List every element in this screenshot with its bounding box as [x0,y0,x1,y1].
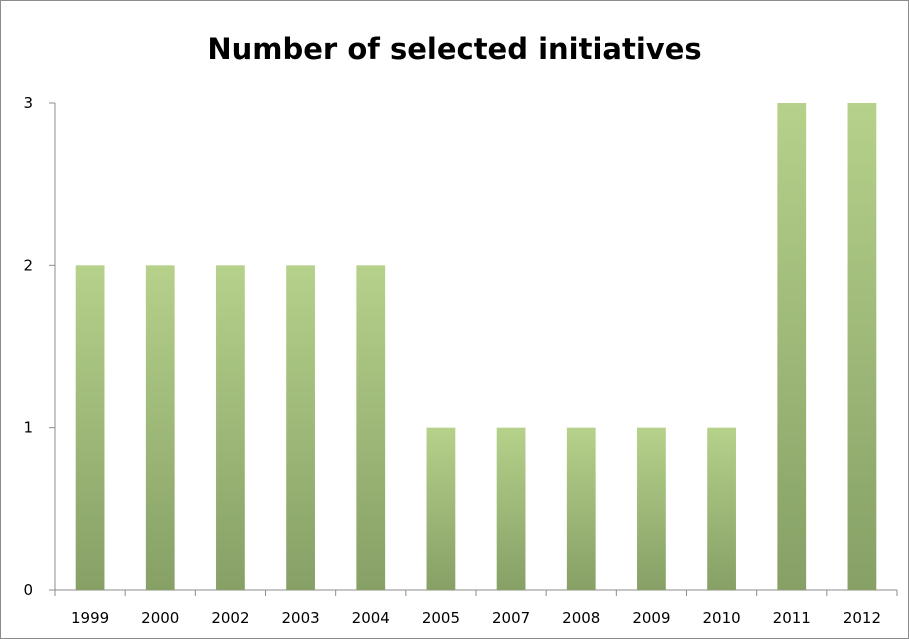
axes [49,102,898,596]
bar [75,265,105,590]
bar [777,103,807,590]
x-tick-label: 2012 [843,609,881,627]
y-tick-label: 0 [23,581,33,599]
x-tick-label: 2002 [211,609,249,627]
y-tick-label: 3 [23,94,33,112]
x-tick-label: 2008 [562,609,600,627]
bar [566,427,596,590]
x-tick-labels: 1999 2000 2002 2003 2004 2005 2007 2008 2009 2010… [71,609,881,627]
x-tick-label: 1999 [71,609,109,627]
x-tick-label: 2005 [422,609,460,627]
chart-title: Number of selected initiatives [207,32,702,66]
x-tick-label: 2010 [702,609,740,627]
bar [426,427,456,590]
x-tick-label: 2007 [492,609,530,627]
x-tick-label: 2009 [632,609,670,627]
x-tick-label: 2004 [352,609,390,627]
bar [496,427,526,590]
bar [145,265,175,590]
x-tick-label: 2011 [773,609,811,627]
y-tick-label: 1 [23,419,33,437]
bar [286,265,315,590]
bar [637,427,666,590]
bars [75,103,877,590]
bar [356,265,386,590]
y-tick-label: 2 [23,256,33,274]
bar [216,265,245,590]
bar [847,103,877,590]
x-tick-label: 2003 [281,609,319,627]
y-tick-labels: 0 1 2 3 [23,94,33,599]
bar [707,427,736,590]
x-tick-label: 2000 [141,609,179,627]
